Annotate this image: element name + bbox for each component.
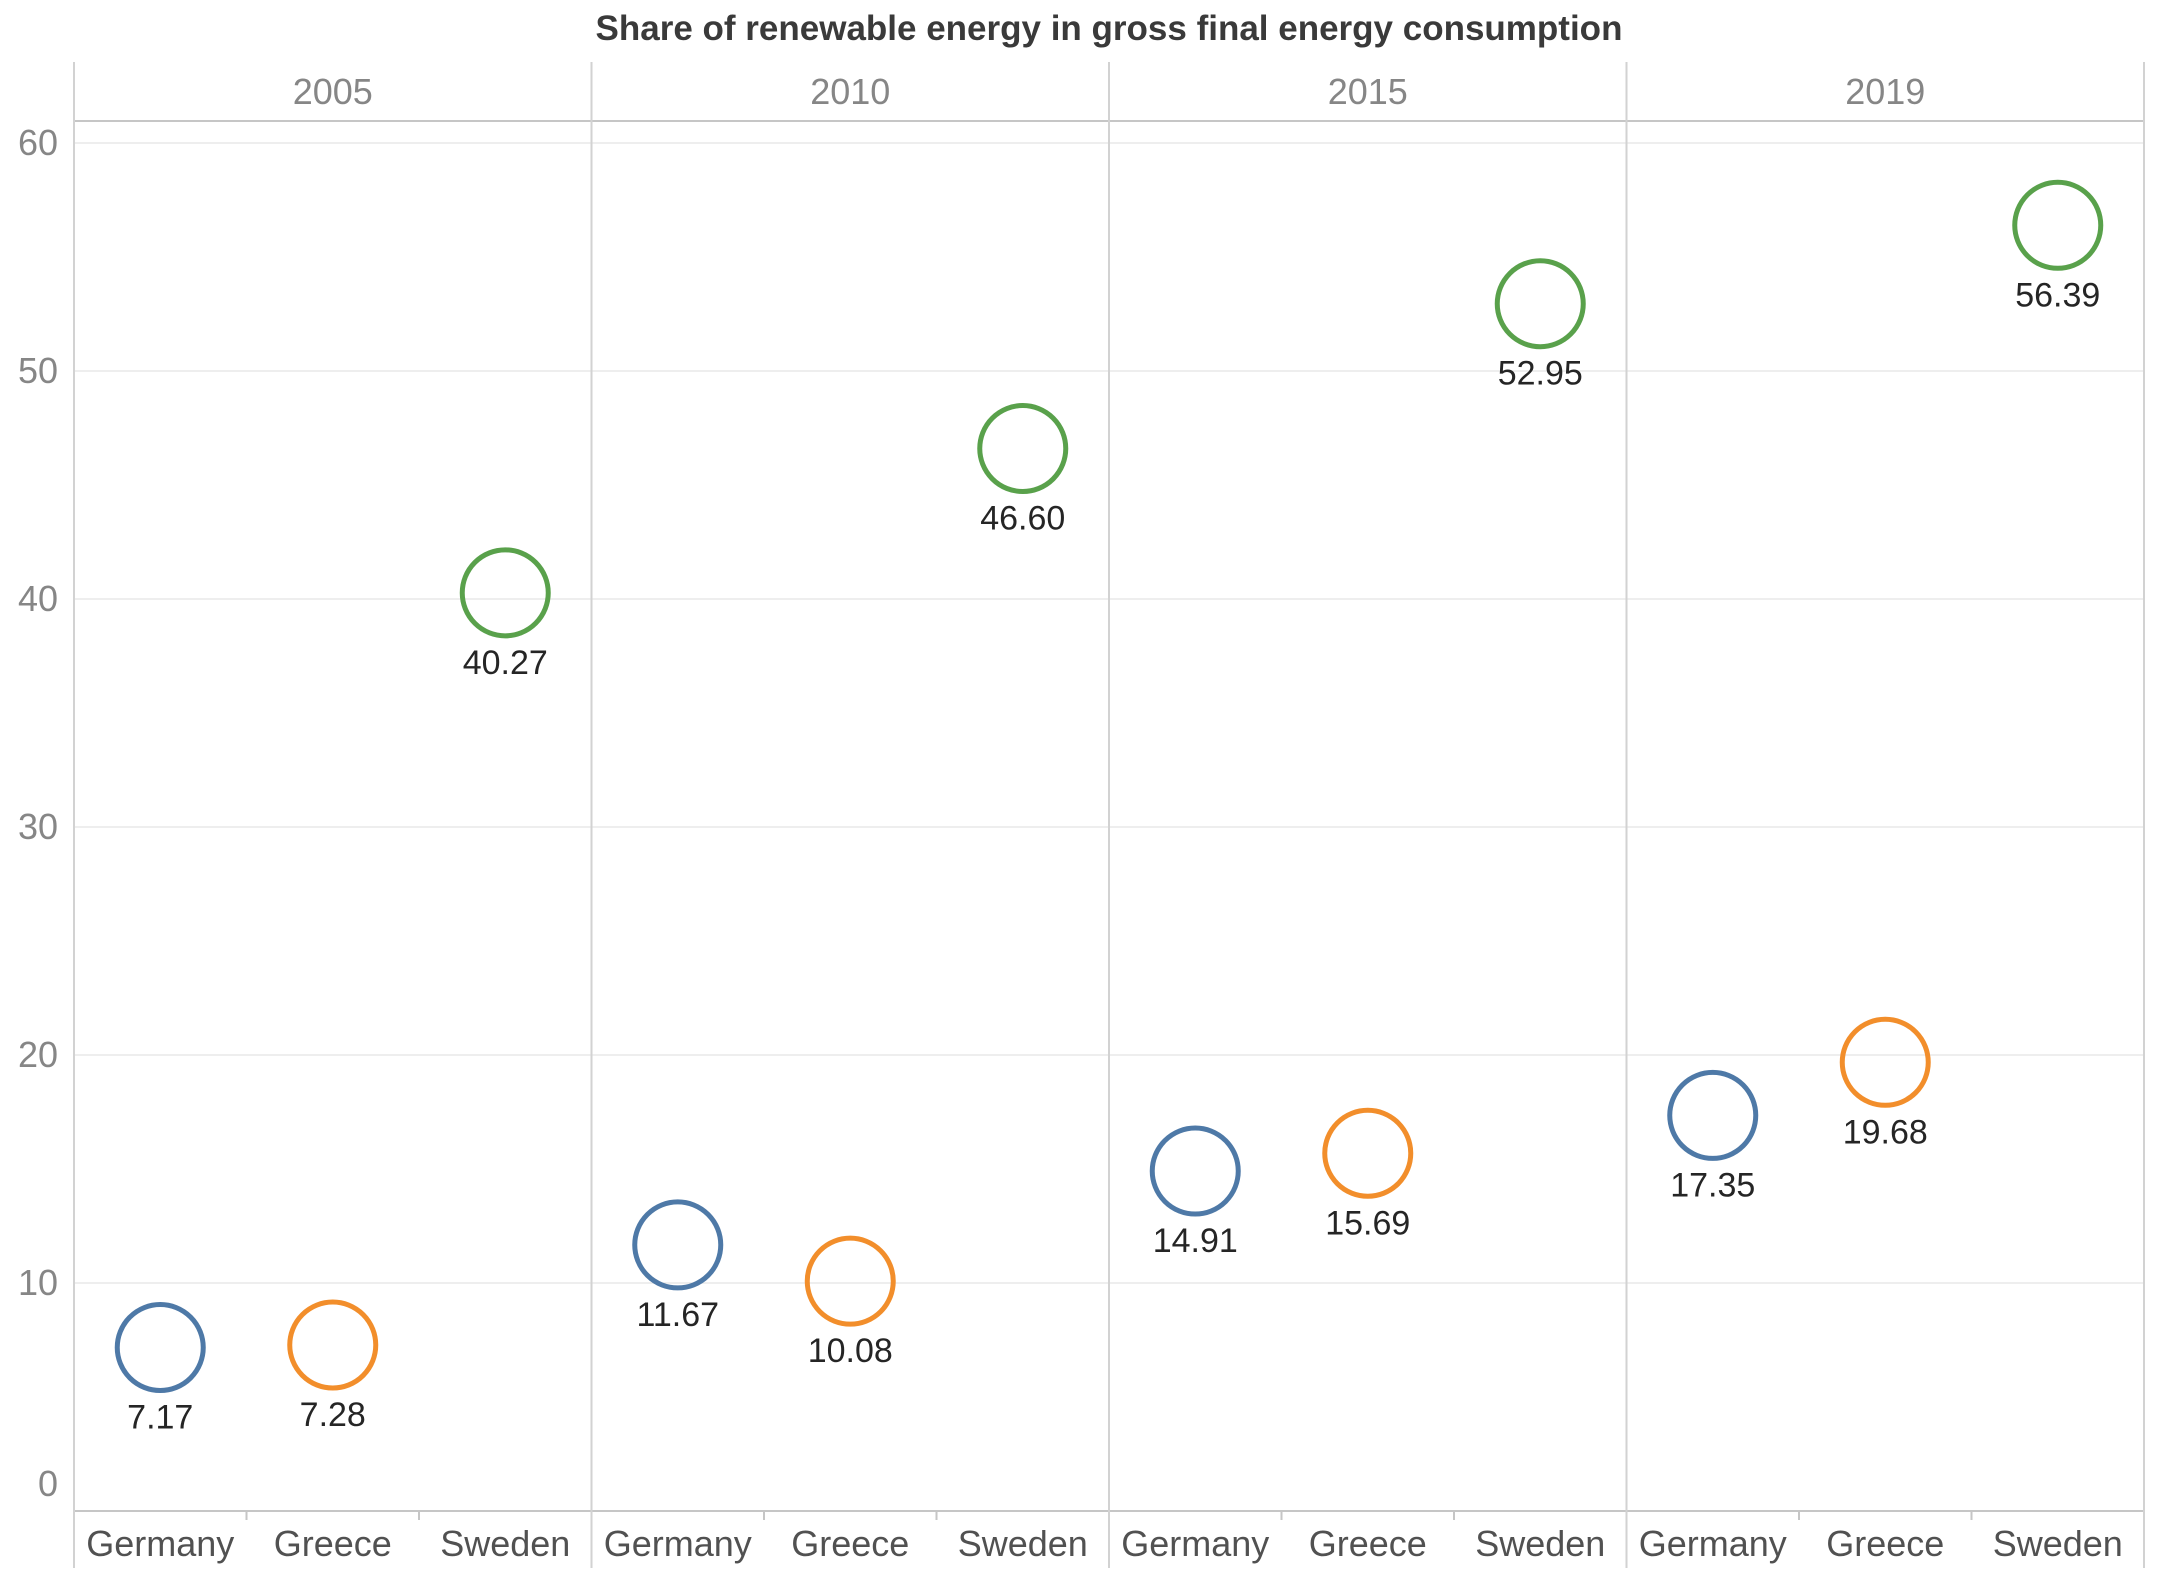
value-label-sweden-2010: 46.60 — [980, 500, 1065, 538]
data-point-sweden-2015 — [1494, 258, 1586, 350]
value-label-germany-2010: 11.67 — [636, 1296, 719, 1334]
panel-header-2005: 2005 — [293, 71, 373, 112]
data-point-greece-2019 — [1839, 1016, 1931, 1108]
data-point-sweden-2010 — [977, 403, 1069, 495]
data-point-sweden-2019 — [2012, 179, 2104, 271]
category-label-germany-2010: Germany — [604, 1523, 752, 1564]
category-label-sweden-2005: Sweden — [440, 1523, 570, 1564]
value-label-sweden-2005: 40.27 — [463, 644, 548, 682]
category-label-germany-2015: Germany — [1121, 1523, 1269, 1564]
panel-header-2015: 2015 — [1328, 71, 1408, 112]
value-label-sweden-2019: 56.39 — [2015, 276, 2100, 314]
category-label-sweden-2019: Sweden — [1993, 1523, 2123, 1564]
data-point-germany-2019 — [1667, 1069, 1759, 1161]
y-tick-label-30: 30 — [18, 806, 58, 847]
y-tick-label-50: 50 — [18, 350, 58, 391]
y-tick-label-10: 10 — [18, 1262, 58, 1303]
frame-group — [73, 62, 2145, 1568]
y-tick-label-0: 0 — [38, 1463, 58, 1504]
y-tick-label-60: 60 — [18, 122, 58, 163]
category-label-greece-2005: Greece — [274, 1523, 392, 1564]
panel-header-2019: 2019 — [1845, 71, 1925, 112]
value-label-greece-2005: 7.28 — [300, 1396, 366, 1434]
data-point-greece-2005 — [287, 1299, 379, 1391]
y-tick-label-40: 40 — [18, 578, 58, 619]
value-label-greece-2019: 19.68 — [1843, 1113, 1928, 1151]
data-point-sweden-2005 — [459, 547, 551, 639]
category-label-germany-2019: Germany — [1639, 1523, 1787, 1564]
data-point-greece-2015 — [1322, 1107, 1414, 1199]
category-label-greece-2019: Greece — [1826, 1523, 1944, 1564]
data-point-germany-2005 — [114, 1302, 206, 1394]
y-tick-label-20: 20 — [18, 1034, 58, 1075]
data-point-germany-2010 — [632, 1199, 724, 1291]
value-label-germany-2019: 17.35 — [1670, 1166, 1755, 1204]
category-label-germany-2005: Germany — [86, 1523, 234, 1564]
y-axis-ticks-group: 0 10 20 30 40 50 60 — [18, 122, 58, 1504]
value-label-germany-2015: 14.91 — [1153, 1222, 1238, 1260]
category-label-sweden-2010: Sweden — [958, 1523, 1088, 1564]
data-point-germany-2015 — [1149, 1125, 1241, 1217]
category-label-greece-2010: Greece — [791, 1523, 909, 1564]
chart-title: Share of renewable energy in gross final… — [596, 9, 1623, 48]
category-label-sweden-2015: Sweden — [1475, 1523, 1605, 1564]
value-label-greece-2010: 10.08 — [808, 1332, 893, 1370]
panel-header-2010: 2010 — [810, 71, 890, 112]
data-marks-group: 7.17 11.67 14.91 17.35 7.28 10.08 15.69 19.68 40… — [114, 179, 2104, 1437]
category-labels-group: Germany Greece Sweden Germany Greece Sweden Ge… — [86, 1523, 2123, 1564]
category-label-greece-2015: Greece — [1309, 1523, 1427, 1564]
value-label-germany-2005: 7.17 — [127, 1399, 193, 1437]
value-label-sweden-2015: 52.95 — [1498, 355, 1583, 393]
panel-headers-group: 2005 2010 2015 2019 — [293, 71, 1926, 112]
data-point-greece-2010 — [804, 1235, 896, 1327]
value-label-greece-2015: 15.69 — [1325, 1204, 1410, 1242]
